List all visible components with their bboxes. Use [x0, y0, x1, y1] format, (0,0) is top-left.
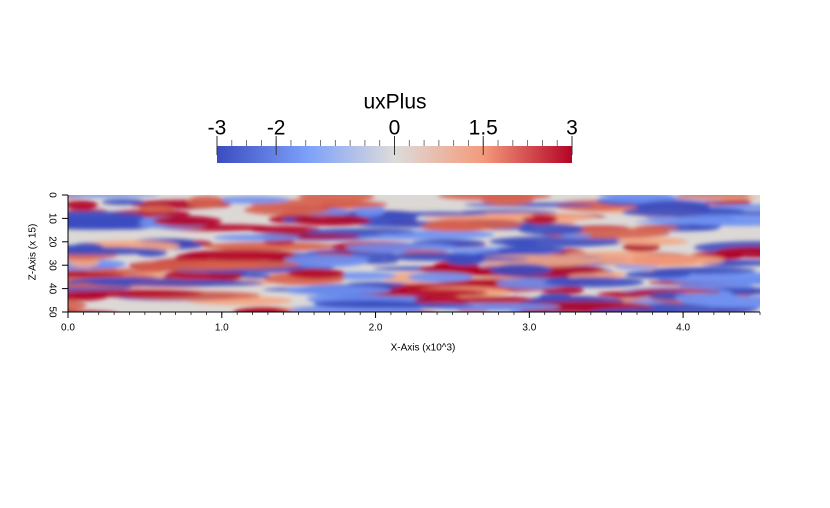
flow-streak — [283, 254, 369, 268]
flow-streak — [698, 298, 760, 309]
flow-streak — [502, 240, 539, 247]
flow-streak — [714, 246, 760, 258]
flow-streak — [72, 242, 104, 251]
flow-streak — [153, 216, 222, 227]
z-tick-label: 10 — [46, 213, 57, 225]
flow-streak — [284, 285, 391, 296]
flow-streak — [480, 195, 534, 206]
colorbar-title: uxPlus — [363, 91, 426, 114]
colorbar-ticks: -3 -2 0 1.5 3 — [208, 117, 578, 155]
colorbar-tick-label: -2 — [267, 117, 286, 140]
z-axis-label: Z-Axis (x 15) — [28, 224, 39, 281]
z-tick-label: 40 — [46, 283, 57, 295]
flow-streak — [453, 296, 533, 304]
flow-streak — [519, 309, 550, 312]
colorbar-tick-label: 0 — [389, 117, 401, 140]
flow-streak — [68, 216, 143, 229]
flow-streak — [293, 215, 371, 226]
flow-streak — [634, 224, 679, 231]
flow-streak — [621, 206, 746, 218]
field — [68, 195, 760, 312]
flow-streak — [356, 235, 441, 240]
flow-streaks — [68, 195, 760, 312]
flow-streak — [587, 254, 726, 267]
axes: 0.0 1.0 2.0 3.0 4.0 0 10 20 30 40 50 — [46, 192, 761, 334]
flow-streak — [588, 308, 680, 312]
flow-streak — [539, 293, 572, 299]
flow-streak — [187, 195, 225, 208]
flow-streak — [68, 272, 125, 278]
flow-streak — [616, 237, 688, 246]
flow-streak — [288, 268, 346, 279]
flow-streak — [138, 205, 174, 213]
flow-streak — [204, 241, 338, 251]
flow-streak — [592, 271, 627, 277]
flow-streak — [317, 201, 388, 208]
flow-streak — [489, 263, 553, 276]
flow-streak — [101, 199, 145, 206]
x-tick-label: 2.0 — [369, 323, 383, 334]
flow-streak — [298, 195, 375, 203]
flow-streak — [213, 196, 290, 204]
flow-streak — [68, 200, 98, 210]
flow-streak — [357, 258, 399, 264]
flow-streak — [213, 234, 301, 241]
colorbar-tick-label: -3 — [208, 117, 227, 140]
colorbar-tick-label: 3 — [566, 117, 578, 140]
flow-streak — [445, 253, 486, 266]
flow-streak — [407, 272, 473, 283]
x-tick-label: 4.0 — [676, 323, 690, 334]
flow-streak — [240, 273, 271, 279]
flow-streak — [673, 195, 759, 201]
flow-streak — [624, 270, 690, 279]
flow-streak — [73, 289, 203, 298]
flow-streak — [133, 260, 263, 271]
flow-streak — [387, 211, 487, 216]
flow-streak — [347, 281, 407, 287]
colorbar-tick-label: 1.5 — [469, 117, 498, 140]
z-tick-label: 20 — [46, 236, 57, 248]
x-tick-label: 3.0 — [522, 323, 536, 334]
flow-streak — [232, 306, 291, 312]
flow-streak — [68, 195, 160, 198]
flow-streak — [543, 277, 644, 288]
flow-streak — [669, 274, 760, 285]
x-tick-label: 1.0 — [215, 323, 229, 334]
flow-streak — [463, 202, 596, 207]
flow-streak — [68, 300, 87, 311]
x-axis-label: X-Axis (x10^3) — [391, 343, 456, 354]
z-tick-label: 30 — [46, 260, 57, 272]
flow-streak — [560, 233, 592, 239]
flow-streak — [497, 246, 566, 254]
flow-streak — [307, 228, 416, 235]
flow-streak — [350, 303, 474, 309]
flow-streak — [673, 214, 760, 227]
flow-streak — [84, 268, 166, 274]
z-tick-label: 50 — [46, 306, 57, 318]
flow-streak — [597, 195, 672, 198]
flow-streak — [125, 280, 265, 287]
flow-streak — [244, 204, 329, 216]
flow-streak — [420, 222, 491, 232]
x-tick-label: 0.0 — [61, 323, 75, 334]
z-tick-label: 0 — [46, 192, 57, 198]
flow-streak — [184, 249, 296, 260]
